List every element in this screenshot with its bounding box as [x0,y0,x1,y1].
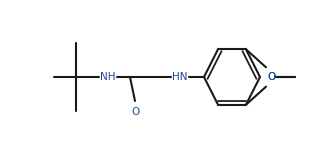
Text: O: O [267,72,275,82]
Text: O: O [131,107,139,117]
Text: HN: HN [172,72,188,82]
Text: NH: NH [100,72,116,82]
Text: O: O [267,72,275,82]
